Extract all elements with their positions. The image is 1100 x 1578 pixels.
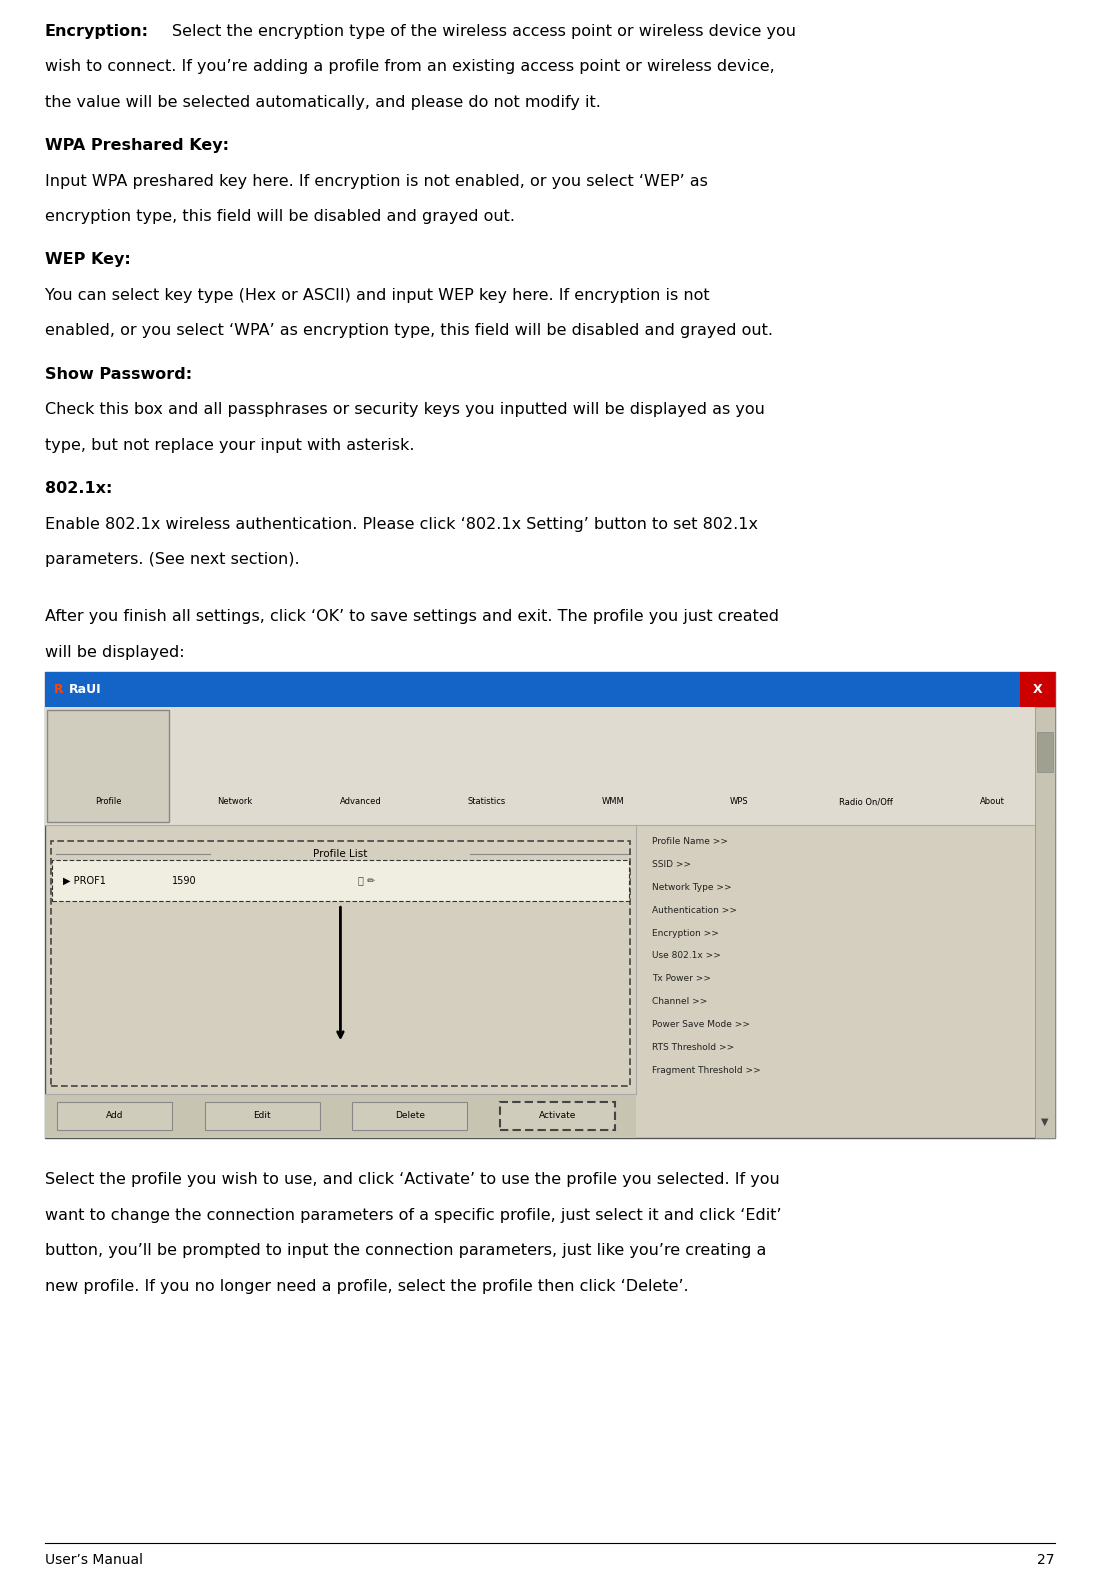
- Text: RaUI: RaUI: [69, 683, 102, 696]
- Text: Network Type >>: Network Type >>: [652, 882, 732, 892]
- Text: the value will be selected automatically, and please do not modify it.: the value will be selected automatically…: [45, 95, 601, 109]
- Text: Fragment Threshold >>: Fragment Threshold >>: [652, 1067, 761, 1075]
- FancyBboxPatch shape: [1020, 672, 1055, 707]
- Text: SSID >>: SSID >>: [652, 860, 692, 868]
- Text: R: R: [54, 683, 64, 696]
- Text: Edit: Edit: [253, 1111, 271, 1120]
- Text: 🔒 ✏: 🔒 ✏: [359, 876, 375, 885]
- Text: Encryption:: Encryption:: [45, 24, 148, 39]
- Text: parameters. (See next section).: parameters. (See next section).: [45, 552, 299, 567]
- Text: Authentication >>: Authentication >>: [652, 906, 737, 915]
- Text: Enable 802.1x wireless authentication. Please click ‘802.1x Setting’ button to s: Enable 802.1x wireless authentication. P…: [45, 516, 758, 532]
- Text: Advanced: Advanced: [340, 797, 382, 806]
- FancyBboxPatch shape: [57, 1101, 172, 1130]
- Text: WPS: WPS: [730, 797, 749, 806]
- Text: Profile Name >>: Profile Name >>: [652, 836, 728, 846]
- Text: Activate: Activate: [539, 1111, 576, 1120]
- Text: WEP Key:: WEP Key:: [45, 252, 131, 268]
- Text: You can select key type (Hex or ASCII) and input WEP key here. If encryption is : You can select key type (Hex or ASCII) a…: [45, 287, 710, 303]
- Text: Power Save Mode >>: Power Save Mode >>: [652, 1021, 750, 1029]
- Text: type, but not replace your input with asterisk.: type, but not replace your input with as…: [45, 437, 415, 453]
- Text: Encryption >>: Encryption >>: [652, 928, 719, 937]
- Text: enabled, or you select ‘WPA’ as encryption type, this field will be disabled and: enabled, or you select ‘WPA’ as encrypti…: [45, 323, 773, 338]
- Text: Select the profile you wish to use, and click ‘Activate’ to use the profile you : Select the profile you wish to use, and …: [45, 1172, 780, 1187]
- FancyBboxPatch shape: [45, 672, 1055, 1138]
- FancyBboxPatch shape: [52, 860, 629, 901]
- Text: 27: 27: [1037, 1553, 1055, 1567]
- Text: After you finish all settings, click ‘OK’ to save settings and exit. The profile: After you finish all settings, click ‘OK…: [45, 609, 779, 625]
- Text: new profile. If you no longer need a profile, select the profile then click ‘Del: new profile. If you no longer need a pro…: [45, 1278, 689, 1294]
- Text: Use 802.1x >>: Use 802.1x >>: [652, 952, 722, 961]
- Text: Channel >>: Channel >>: [652, 997, 707, 1007]
- Text: Statistics: Statistics: [468, 797, 506, 806]
- Text: Radio On/Off: Radio On/Off: [838, 797, 892, 806]
- Text: Add: Add: [106, 1111, 123, 1120]
- Text: ▼: ▼: [1042, 1117, 1048, 1127]
- Text: WMM: WMM: [602, 797, 625, 806]
- Text: Input WPA preshared key here. If encryption is not enabled, or you select ‘WEP’ : Input WPA preshared key here. If encrypt…: [45, 174, 708, 188]
- Text: 1590: 1590: [172, 876, 196, 885]
- FancyBboxPatch shape: [500, 1101, 615, 1130]
- FancyBboxPatch shape: [47, 710, 169, 822]
- FancyBboxPatch shape: [1035, 707, 1055, 1138]
- Text: X: X: [1033, 683, 1042, 696]
- Text: RTS Threshold >>: RTS Threshold >>: [652, 1043, 735, 1053]
- Text: Select the encryption type of the wireless access point or wireless device you: Select the encryption type of the wirele…: [172, 24, 795, 39]
- FancyBboxPatch shape: [45, 1094, 636, 1138]
- Text: want to change the connection parameters of a specific profile, just select it a: want to change the connection parameters…: [45, 1207, 781, 1223]
- Text: WPA Preshared Key:: WPA Preshared Key:: [45, 139, 229, 153]
- Text: Profile List: Profile List: [314, 849, 367, 858]
- Text: button, you’ll be prompted to input the connection parameters, just like you’re : button, you’ll be prompted to input the …: [45, 1243, 767, 1258]
- Text: Tx Power >>: Tx Power >>: [652, 974, 712, 983]
- Text: ▶ PROF1: ▶ PROF1: [63, 876, 106, 885]
- Text: Profile: Profile: [95, 797, 121, 806]
- Text: encryption type, this field will be disabled and grayed out.: encryption type, this field will be disa…: [45, 208, 515, 224]
- Text: About: About: [979, 797, 1004, 806]
- Text: Network: Network: [217, 797, 252, 806]
- Text: 802.1x:: 802.1x:: [45, 481, 112, 497]
- FancyBboxPatch shape: [352, 1101, 468, 1130]
- FancyBboxPatch shape: [45, 707, 1055, 825]
- FancyBboxPatch shape: [205, 1101, 320, 1130]
- Text: User’s Manual: User’s Manual: [45, 1553, 143, 1567]
- Text: Delete: Delete: [395, 1111, 425, 1120]
- FancyBboxPatch shape: [45, 672, 1055, 707]
- Text: Check this box and all passphrases or security keys you inputted will be display: Check this box and all passphrases or se…: [45, 402, 764, 417]
- Text: Show Password:: Show Password:: [45, 368, 192, 382]
- Text: will be displayed:: will be displayed:: [45, 645, 185, 660]
- Text: wish to connect. If you’re adding a profile from an existing access point or wir: wish to connect. If you’re adding a prof…: [45, 58, 774, 74]
- FancyBboxPatch shape: [1037, 732, 1053, 772]
